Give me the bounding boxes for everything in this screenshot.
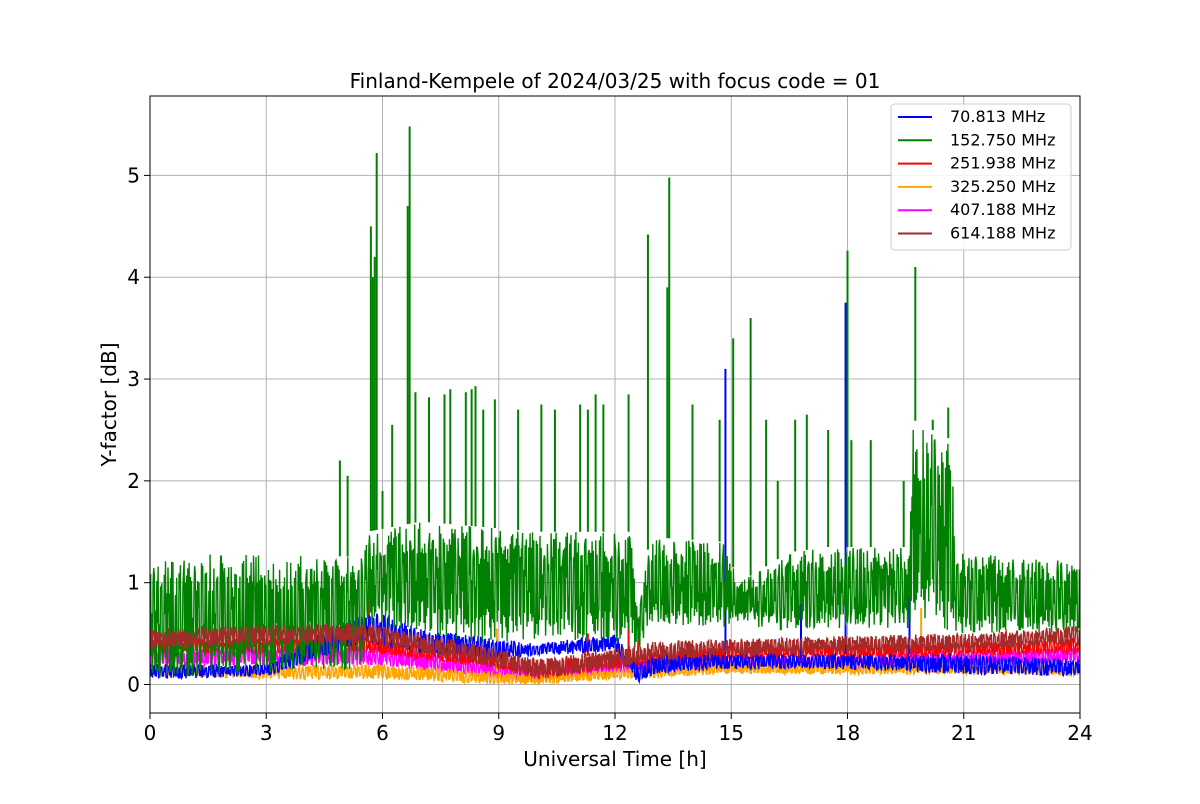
y-tick-label: 4 bbox=[127, 265, 140, 289]
legend-label: 325.250 MHz bbox=[950, 177, 1055, 196]
x-axis-ticks: 0 3 6 9 12 15 18 21 24 bbox=[144, 713, 1093, 745]
legend-label: 251.938 MHz bbox=[950, 154, 1055, 173]
series-line bbox=[150, 662, 1080, 687]
y-tick-label: 3 bbox=[127, 367, 140, 391]
series-line bbox=[150, 622, 1080, 679]
x-tick-label: 18 bbox=[835, 721, 860, 745]
x-tick-label: 21 bbox=[951, 721, 976, 745]
x-tick-label: 0 bbox=[144, 721, 157, 745]
y-axis-label: Y-factor [dB] bbox=[97, 342, 121, 467]
series-line bbox=[150, 613, 1080, 685]
y-tick-label: 1 bbox=[127, 571, 140, 595]
y-tick-label: 2 bbox=[127, 469, 140, 493]
series-line bbox=[150, 429, 1080, 678]
plot-area bbox=[150, 126, 1080, 687]
legend: 70.813 MHz 152.750 MHz 251.938 MHz 325.250 … bbox=[890, 103, 1072, 251]
x-tick-label: 12 bbox=[602, 721, 627, 745]
y-tick-label: 0 bbox=[127, 672, 140, 696]
legend-label: 407.188 MHz bbox=[950, 200, 1055, 219]
x-axis-label: Universal Time [h] bbox=[523, 747, 706, 771]
series-1 bbox=[150, 126, 1080, 678]
x-tick-label: 15 bbox=[719, 721, 744, 745]
x-tick-label: 6 bbox=[376, 721, 389, 745]
x-tick-label: 9 bbox=[492, 721, 505, 745]
legend-label: 614.188 MHz bbox=[950, 224, 1055, 243]
legend-box bbox=[890, 103, 1072, 251]
x-tick-label: 3 bbox=[260, 721, 273, 745]
y-tick-label: 5 bbox=[127, 163, 140, 187]
x-tick-label: 24 bbox=[1067, 721, 1092, 745]
y-axis-ticks: 0 1 2 3 4 5 bbox=[127, 163, 150, 696]
series-layer bbox=[150, 126, 1080, 687]
legend-label: 70.813 MHz bbox=[950, 107, 1045, 126]
series-5 bbox=[150, 622, 1080, 679]
legend-label: 152.750 MHz bbox=[950, 130, 1055, 149]
chart-title: Finland-Kempele of 2024/03/25 with focus… bbox=[350, 69, 881, 93]
